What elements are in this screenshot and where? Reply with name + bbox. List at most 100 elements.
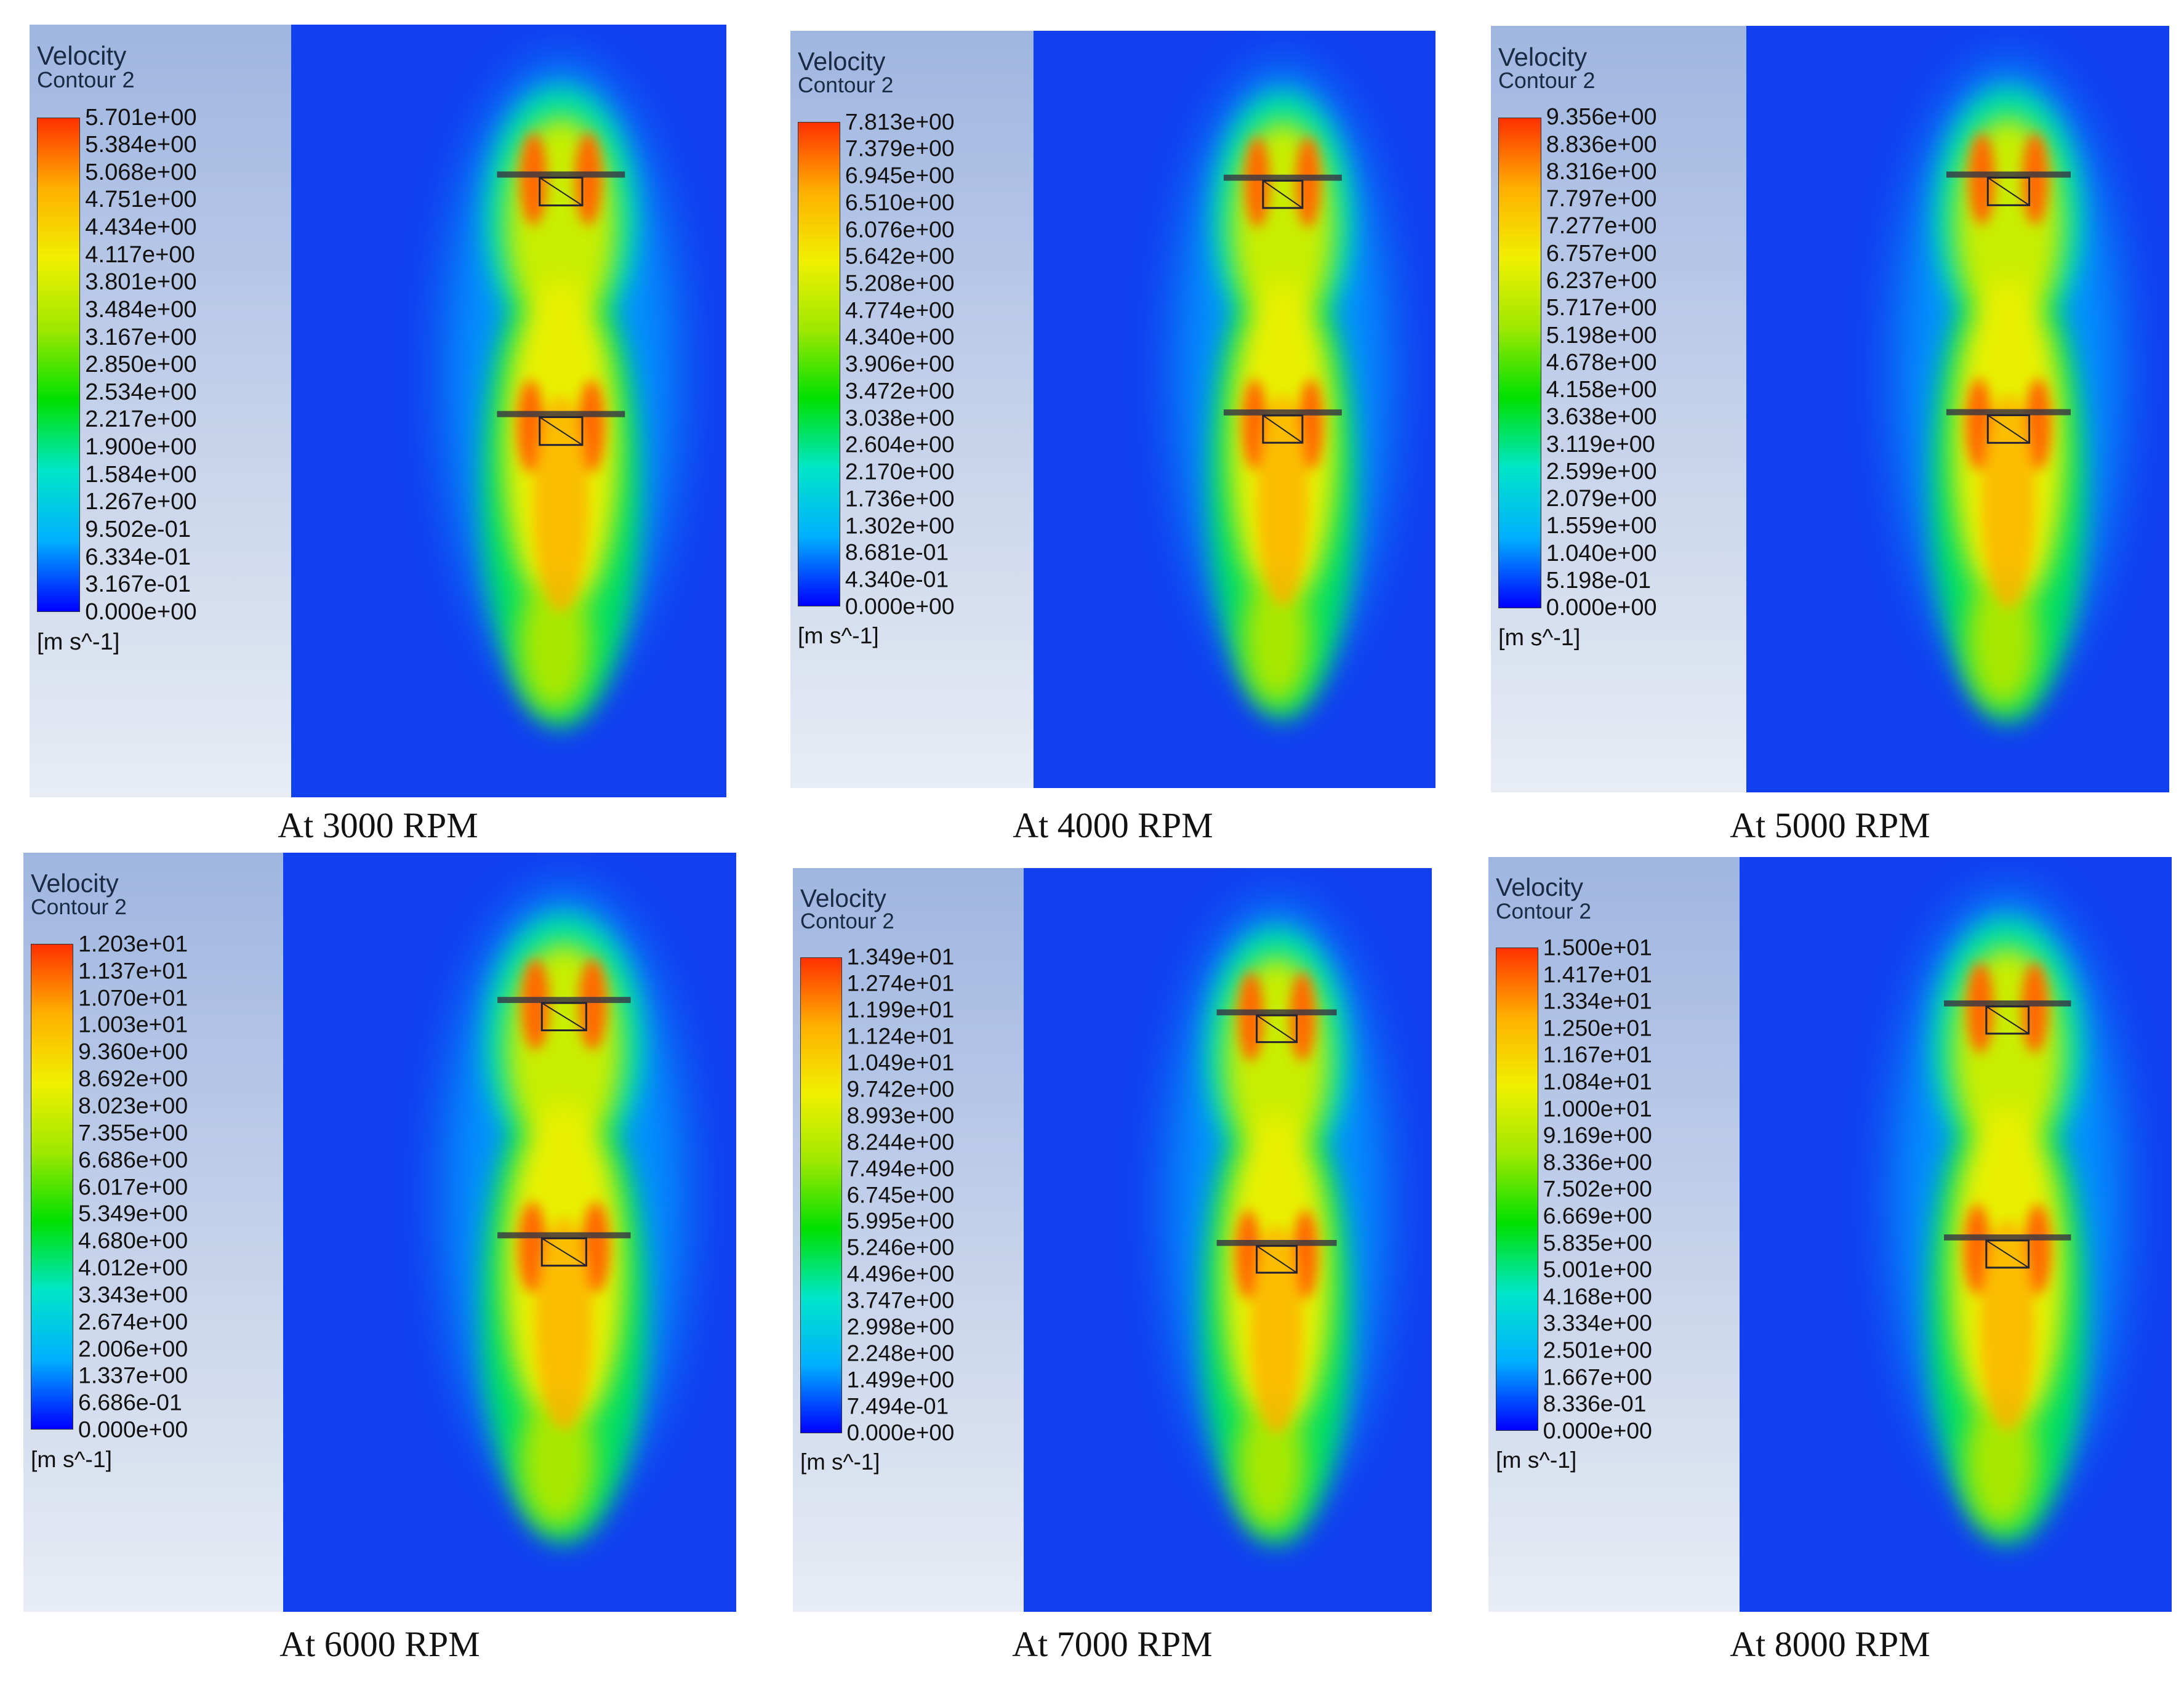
legend-tick-label: 2.998e+00	[846, 1314, 955, 1340]
legend-subtitle: Contour 2	[1498, 68, 1596, 93]
legend-tick-label: 5.384e+00	[85, 131, 197, 158]
legend-tick-label: 5.835e+00	[1543, 1229, 1652, 1255]
panel-caption: At 7000 RPM	[1012, 1624, 1213, 1664]
legend-color-bar	[37, 117, 81, 612]
legend-tick-label: 6.017e+00	[78, 1173, 188, 1199]
legend-tick-label: 1.124e+01	[846, 1023, 955, 1049]
legend-tick-label: 7.502e+00	[1543, 1175, 1652, 1202]
legend-tick-label: 5.208e+00	[845, 270, 955, 296]
legend-tick-label: 1.137e+01	[78, 957, 188, 984]
legend-tick-label: 1.274e+01	[846, 970, 955, 996]
legend-tick-label: 4.340e-01	[845, 566, 949, 592]
contour-plot: Velocity Contour 2 5.701e+00 5.384e+00 5.068…	[30, 25, 726, 797]
legend-tick-label: 2.534e+00	[85, 378, 197, 405]
legend-tick-label: 6.745e+00	[846, 1182, 955, 1208]
legend-tick-label: 1.084e+01	[1543, 1068, 1652, 1095]
legend-tick-label: 5.642e+00	[845, 243, 955, 269]
panel-caption: At 4000 RPM	[1013, 805, 1213, 845]
legend-tick-label: 1.900e+00	[85, 433, 197, 460]
legend-subtitle: Contour 2	[37, 67, 135, 93]
drone-icon	[1223, 409, 1342, 444]
velocity-field-image	[23, 853, 736, 1612]
legend-color-bar	[1498, 118, 1541, 609]
legend-tick-label: 1.337e+00	[78, 1362, 188, 1388]
legend-tick-label: 6.076e+00	[845, 215, 955, 242]
legend-tick-label: 3.334e+00	[1543, 1310, 1652, 1336]
legend-tick-label: 9.502e-01	[85, 515, 191, 542]
contour-plot: Velocity Contour 2 9.356e+00 8.836e+00 8.316…	[1491, 26, 2169, 792]
legend-tick-label: 9.169e+00	[1543, 1122, 1652, 1148]
drone-icon	[1944, 1234, 2071, 1269]
legend-tick-label: 3.472e+00	[845, 377, 955, 404]
legend-tick-label: 1.736e+00	[845, 485, 955, 512]
legend-tick-label: 9.742e+00	[846, 1076, 955, 1102]
legend-subtitle: Contour 2	[800, 909, 894, 933]
legend-tick-label: 3.119e+00	[1546, 431, 1655, 457]
legend-tick-label: 3.747e+00	[846, 1287, 955, 1313]
drone-icon	[1946, 171, 2071, 206]
legend-tick-label: 1.000e+01	[1543, 1095, 1652, 1122]
legend-tick-label: 1.003e+01	[78, 1011, 188, 1037]
legend-tick-label: 4.680e+00	[78, 1227, 188, 1253]
legend-tick-label: 7.494e+00	[846, 1156, 955, 1181]
legend-tick-label: 4.012e+00	[78, 1254, 188, 1281]
legend-tick-label: 6.669e+00	[1543, 1202, 1652, 1229]
legend-unit: [m s^-1]	[1498, 625, 1581, 651]
legend-tick-label: 4.678e+00	[1546, 349, 1657, 376]
legend-tick-label: 6.510e+00	[845, 189, 955, 215]
legend-tick-label: 1.203e+01	[78, 930, 188, 957]
legend-tick-label: 7.277e+00	[1546, 213, 1657, 239]
panel-caption: At 5000 RPM	[1730, 805, 1930, 845]
legend-tick-label: 6.237e+00	[1546, 268, 1657, 294]
color-legend: Velocity Contour 2 1.500e+01 1.417e+01 1.334…	[1488, 857, 1740, 1612]
legend-tick-label: 2.217e+00	[85, 406, 197, 433]
velocity-field-image	[1488, 857, 2172, 1612]
legend-tick-label: 6.945e+00	[845, 162, 955, 188]
color-legend: Velocity Contour 2 5.701e+00 5.384e+00 5.068…	[30, 25, 291, 797]
legend-color-bar	[800, 957, 842, 1434]
panel-caption: At 6000 RPM	[279, 1624, 480, 1664]
legend-tick-label: 0.000e+00	[1543, 1417, 1652, 1444]
legend-tick-label: 1.417e+01	[1543, 961, 1652, 988]
panel-caption: At 8000 RPM	[1730, 1624, 1930, 1664]
color-legend: Velocity Contour 2 9.356e+00 8.836e+00 8.316…	[1491, 26, 1746, 792]
legend-title: Velocity	[1498, 42, 1588, 71]
legend-tick-label: 4.340e+00	[845, 323, 955, 350]
legend-tick-label: 1.334e+01	[1543, 988, 1652, 1014]
legend-tick-label: 4.774e+00	[845, 297, 955, 323]
legend-unit: [m s^-1]	[798, 622, 879, 649]
legend-title: Velocity	[1496, 873, 1583, 902]
legend-tick-label: 3.343e+00	[78, 1281, 188, 1308]
legend-tick-label: 2.501e+00	[1543, 1337, 1652, 1363]
legend-tick-label: 5.995e+00	[846, 1209, 955, 1234]
legend-tick-label: 1.199e+01	[846, 997, 955, 1023]
contour-panel: Velocity Contour 2 1.349e+01 1.274e+01 1.199…	[793, 868, 1432, 1670]
color-legend: Velocity Contour 2 1.203e+01 1.137e+01 1.070…	[23, 853, 283, 1612]
legend-tick-label: 1.267e+00	[85, 488, 197, 515]
legend-tick-label: 0.000e+00	[1546, 595, 1657, 621]
legend-tick-label: 8.336e+00	[1543, 1149, 1652, 1175]
legend-tick-label: 1.584e+00	[85, 461, 197, 488]
drone-icon	[497, 411, 625, 446]
legend-tick-label: 0.000e+00	[845, 593, 955, 619]
legend-tick-label: 7.813e+00	[845, 108, 955, 134]
velocity-field-image	[30, 25, 726, 797]
legend-tick-label: 8.993e+00	[846, 1103, 955, 1129]
legend-color-bar	[31, 943, 74, 1430]
legend-tick-label: 6.757e+00	[1546, 240, 1657, 267]
legend-tick-label: 1.040e+00	[1546, 540, 1657, 566]
legend-tick-label: 5.246e+00	[846, 1235, 955, 1261]
legend-tick-label: 3.638e+00	[1546, 404, 1657, 430]
legend-tick-label: 5.198e+00	[1546, 322, 1657, 348]
contour-plot: Velocity Contour 2 1.203e+01 1.137e+01 1.070…	[23, 853, 736, 1612]
legend-tick-label: 9.360e+00	[78, 1038, 188, 1064]
legend-tick-label: 1.250e+01	[1543, 1015, 1652, 1041]
legend-tick-label: 0.000e+00	[78, 1416, 188, 1443]
color-legend: Velocity Contour 2 1.349e+01 1.274e+01 1.199…	[793, 868, 1024, 1612]
drone-icon	[497, 171, 625, 207]
legend-tick-label: 3.038e+00	[845, 404, 955, 430]
legend-tick-label: 6.686e+00	[78, 1146, 188, 1172]
color-legend: Velocity Contour 2 7.813e+00 7.379e+00 6.945…	[790, 31, 1034, 788]
legend-tick-label: 1.667e+00	[1543, 1363, 1652, 1390]
legend-tick-label: 5.198e-01	[1546, 568, 1652, 594]
